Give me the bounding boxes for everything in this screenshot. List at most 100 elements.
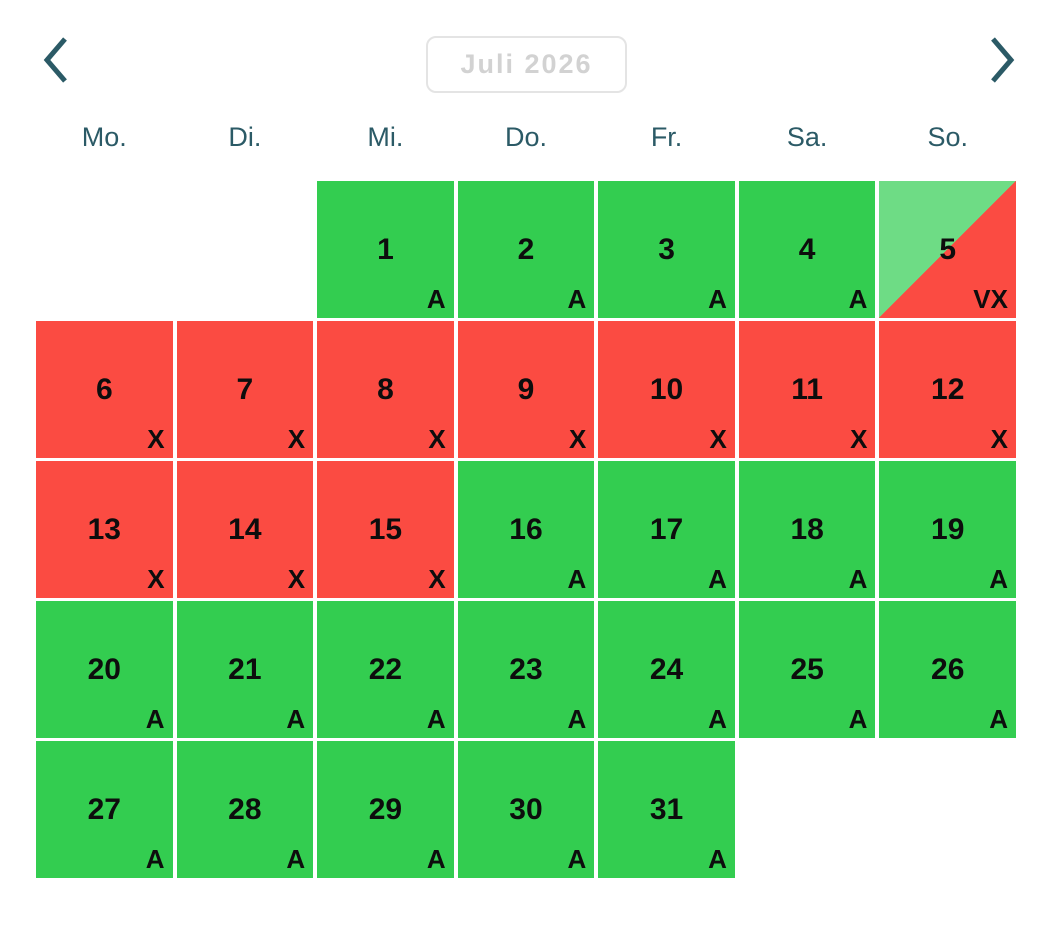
next-month-button[interactable] [974,30,1030,90]
day-number: 10 [649,372,684,406]
weekday-label-mo: Mo. [81,122,127,152]
day-number: 14 [228,512,262,546]
day-number: 29 [368,792,403,826]
day-number: 21 [228,652,262,686]
day-cell-25[interactable]: 25 A [738,601,876,738]
day-status-badge: X [709,424,727,454]
empty-cell [739,741,876,878]
empty-cell [177,181,314,318]
day-cell-20[interactable]: 20 A [36,601,173,738]
day-status-badge: X [990,424,1008,454]
day-status-badge: A [426,704,446,734]
day-cell-10[interactable]: 10 X [598,321,735,458]
day-cell-31[interactable]: 31 A [598,741,735,878]
day-cell-30[interactable]: 30 A [457,741,595,878]
day-cell-24[interactable]: 24 A [598,601,735,738]
day-status-badge: A [848,284,868,314]
day-number: 23 [509,652,543,686]
day-status-badge: A [848,564,868,594]
day-status-badge: A [426,844,446,874]
day-cell-27[interactable]: 27 A [36,741,173,878]
day-status-badge: A [708,284,727,314]
weekday-label-so: So. [927,122,968,152]
day-cell-5[interactable]: 5 VX [879,181,1016,318]
day-number: 16 [509,512,543,546]
day-number: 15 [368,512,403,546]
prev-month-button[interactable] [28,30,84,90]
day-number: 24 [649,652,684,686]
day-cell-16[interactable]: 16 A [457,461,595,598]
empty-cell [36,181,173,318]
day-status-badge: A [426,284,446,314]
day-number: 20 [87,652,121,686]
calendar-grid: 1 A 2 A 3 A 4 A 5 VX 6 X 7 X 8 X 9 X 10 X 11 X 12 X 13 X 14 X 15 X 16 A… [36,181,1016,878]
day-cell-12[interactable]: 12 X [879,321,1016,458]
day-number: 31 [649,792,684,826]
day-number: 5 [939,232,957,266]
day-status-badge: X [287,424,306,454]
day-cell-28[interactable]: 28 A [176,741,314,878]
day-status-badge: A [145,704,165,734]
day-number: 22 [368,652,403,686]
weekday-label-di: Di. [228,122,262,152]
day-number: 19 [931,512,965,546]
day-status-badge: VX [973,284,1008,314]
day-number: 11 [791,372,823,406]
day-number: 28 [228,792,262,826]
day-cell-22[interactable]: 22 A [317,601,454,738]
day-number: 30 [509,792,543,826]
day-cell-29[interactable]: 29 A [317,741,454,878]
day-number: 25 [790,652,824,686]
day-cell-21[interactable]: 21 A [176,601,314,738]
day-number: 1 [377,232,394,266]
day-status-badge: A [567,564,587,594]
day-number: 9 [517,372,535,406]
day-status-badge: X [287,564,306,594]
day-status-badge: X [568,424,587,454]
empty-cell [879,741,1016,878]
day-number: 18 [790,512,824,546]
weekday-header-row: Mo. Di. Mi. Do. Fr. Sa. So. [36,119,1016,155]
weekday-label-fr: Fr. [650,122,683,152]
day-status-badge: A [567,844,587,874]
day-cell-23[interactable]: 23 A [457,601,595,738]
day-cell-18[interactable]: 18 A [738,461,876,598]
day-cell-11[interactable]: 11 X [738,321,876,458]
day-status-badge: A [567,284,587,314]
day-status-badge: A [989,564,1008,594]
day-status-badge: A [145,844,165,874]
day-cell-19[interactable]: 19 A [879,461,1016,598]
day-number: 26 [931,652,965,686]
weekday-label-sa: Sa. [786,122,828,152]
day-status-badge: X [147,424,165,454]
day-number: 27 [87,792,121,826]
day-number: 13 [87,512,121,546]
weekday-label-do: Do. [504,122,547,152]
day-number: 4 [798,232,816,266]
day-cell-26[interactable]: 26 A [879,601,1016,738]
month-label[interactable]: Juli 2026 [426,36,627,93]
chevron-left-icon [43,37,67,83]
day-number: 3 [658,232,675,266]
day-number: 8 [377,372,394,406]
day-status-badge: A [286,704,306,734]
day-status-badge: X [147,564,165,594]
day-status-badge: A [708,704,727,734]
day-number: 6 [95,372,113,406]
day-cell-13[interactable]: 13 X [36,461,173,598]
day-cell-17[interactable]: 17 A [598,461,735,598]
day-status-badge: A [567,704,587,734]
day-number: 17 [649,512,684,546]
day-status-badge: A [708,564,727,594]
day-cell-14[interactable]: 14 X [176,461,314,598]
chevron-right-icon [991,37,1015,83]
day-cell-15[interactable]: 15 X [317,461,454,598]
